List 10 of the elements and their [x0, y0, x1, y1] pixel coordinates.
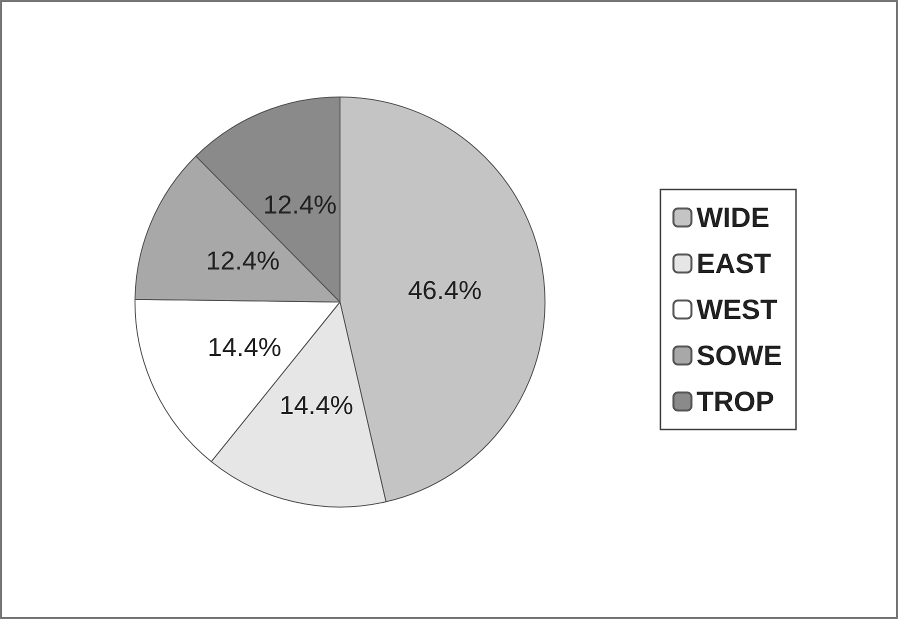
legend-label: TROP	[696, 386, 774, 417]
legend-label: WIDE	[696, 202, 770, 233]
data-label: 12.4%	[206, 246, 280, 276]
data-label: 46.4%	[408, 275, 482, 306]
data-label: 12.4%	[263, 189, 337, 220]
legend-label: WEST	[696, 294, 778, 325]
data-label: 14.4%	[208, 332, 282, 362]
data-label: 14.4%	[279, 390, 354, 420]
legend-label: SOWE	[696, 340, 782, 371]
legend-label: EAST	[696, 248, 772, 279]
